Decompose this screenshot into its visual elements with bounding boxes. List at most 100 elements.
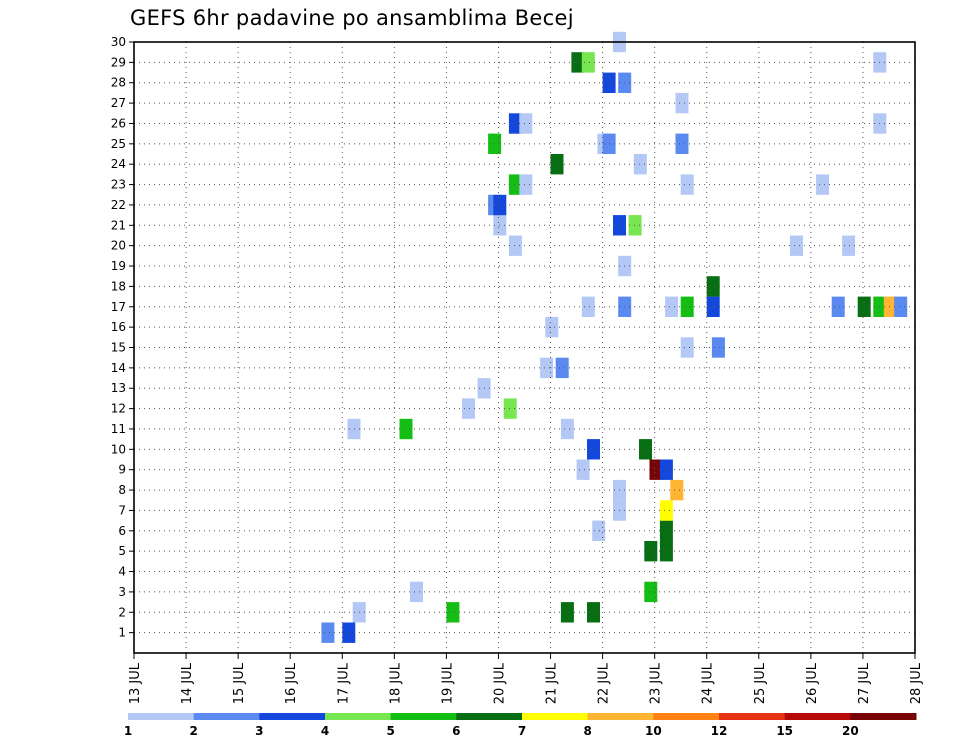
y-tick-label: 4 — [118, 565, 126, 579]
chart-title: GEFS 6hr padavine po ansamblima Becej — [130, 6, 574, 30]
x-tick-label: 22 JUL — [597, 662, 612, 704]
colorbar-swatch — [784, 713, 851, 720]
heatmap-cell — [410, 581, 423, 603]
y-tick-label: 25 — [111, 137, 126, 151]
colorbar-label: 3 — [255, 724, 263, 738]
colorbar-swatch — [653, 713, 720, 720]
heatmap-cell — [649, 459, 663, 480]
y-tick-label: 6 — [118, 524, 126, 538]
y-tick-label: 7 — [118, 503, 126, 517]
heatmap-cell — [711, 337, 725, 358]
colorbar-label: 6 — [452, 724, 460, 738]
y-tick-label: 27 — [111, 96, 126, 110]
heatmap-cell — [894, 296, 908, 317]
heatmap-cell — [508, 174, 522, 195]
heatmap-cell — [519, 113, 533, 134]
y-tick-label: 28 — [111, 76, 126, 90]
heatmap-cells — [321, 31, 908, 643]
heatmap-cell — [576, 459, 590, 480]
heatmap-cell — [706, 276, 720, 297]
heatmap-cell — [571, 52, 585, 73]
heatmap-cell — [659, 541, 673, 562]
x-tick-label: 28 JUL — [909, 662, 924, 704]
y-tick-label: 20 — [111, 239, 126, 253]
heatmap-cell — [581, 296, 595, 317]
heatmap-cell — [665, 296, 679, 317]
y-tick-label: 11 — [111, 422, 126, 436]
colorbar-label: 15 — [776, 724, 793, 738]
y-tick-label: 12 — [111, 402, 126, 416]
heatmap-cell — [706, 296, 720, 317]
x-tick-label: 20 JUL — [492, 662, 507, 704]
x-tick-label: 26 JUL — [805, 662, 820, 704]
heatmap-cell — [659, 459, 673, 480]
heatmap-cell — [816, 174, 830, 195]
x-tick-label: 17 JUL — [336, 662, 351, 704]
x-tick-label: 18 JUL — [388, 662, 403, 704]
colorbar-swatch — [128, 713, 195, 720]
y-tick-label: 19 — [111, 259, 126, 273]
y-tick-label: 14 — [111, 361, 126, 375]
y-tick-label: 17 — [111, 300, 126, 314]
x-tick-label: 15 JUL — [232, 662, 247, 704]
heatmap-cell — [508, 235, 522, 256]
heatmap-cell — [508, 113, 522, 134]
colorbar-label: 7 — [518, 724, 526, 738]
heatmap-cell — [680, 296, 694, 317]
colorbar-label: 5 — [386, 724, 394, 738]
y-tick-label: 13 — [111, 381, 126, 395]
x-tick-label: 21 JUL — [545, 662, 560, 704]
axes: 1234567891011121314151617181920212223242… — [111, 35, 924, 704]
x-tick-label: 14 JUL — [180, 662, 195, 704]
heatmap-cell — [670, 479, 684, 501]
y-tick-label: 29 — [111, 55, 126, 69]
colorbar-swatch — [193, 713, 260, 720]
y-tick-label: 23 — [111, 178, 126, 192]
heatmap-cell — [659, 520, 673, 541]
heatmap-cell — [675, 92, 689, 114]
colorbar-label: 8 — [583, 724, 591, 738]
heatmap-cell — [587, 602, 600, 623]
colorbar-swatch — [259, 713, 326, 720]
heatmap-cell — [842, 235, 856, 256]
colorbar-label: 4 — [321, 724, 329, 738]
heatmap-cell — [560, 418, 574, 440]
y-tick-label: 22 — [111, 198, 126, 212]
heatmap-cell — [644, 581, 658, 603]
x-tick-label: 24 JUL — [701, 662, 716, 704]
colorbar: 1 2 3 4 5 6 7 8 10 12 15 20 — [124, 713, 917, 738]
colorbar-swatch — [719, 713, 786, 720]
heatmap-cell — [639, 439, 652, 460]
y-tick-label: 8 — [118, 483, 126, 497]
heatmap-cell — [545, 316, 559, 338]
y-tick-label: 21 — [111, 218, 126, 232]
heatmap-cell — [680, 337, 694, 358]
heatmap-cell — [883, 296, 897, 317]
colorbar-label: 2 — [189, 724, 197, 738]
x-tick-label: 25 JUL — [753, 662, 768, 704]
colorbar-label: 20 — [842, 724, 859, 738]
x-tick-label: 23 JUL — [649, 662, 664, 704]
y-tick-label: 18 — [111, 279, 126, 293]
x-tick-label: 13 JUL — [128, 662, 143, 704]
heatmap-cell — [399, 418, 413, 440]
y-tick-label: 26 — [111, 116, 126, 130]
heatmap-cell — [592, 520, 606, 541]
y-tick-label: 16 — [111, 320, 126, 334]
heatmap-cell — [644, 541, 658, 562]
x-tick-label: 27 JUL — [857, 662, 872, 704]
x-tick-label: 16 JUL — [284, 662, 299, 704]
y-tick-label: 9 — [118, 463, 126, 477]
y-tick-label: 30 — [111, 35, 126, 49]
colorbar-swatch — [456, 713, 523, 720]
heatmap-cell — [633, 154, 647, 175]
y-tick-label: 10 — [111, 442, 126, 456]
colorbar-swatch — [850, 713, 917, 720]
colorbar-swatch — [390, 713, 457, 720]
y-tick-label: 5 — [118, 544, 126, 558]
heatmap-cell — [555, 357, 569, 379]
y-tick-label: 24 — [111, 157, 126, 171]
heatmap-cell — [659, 500, 673, 521]
heatmap-cell — [540, 357, 554, 379]
